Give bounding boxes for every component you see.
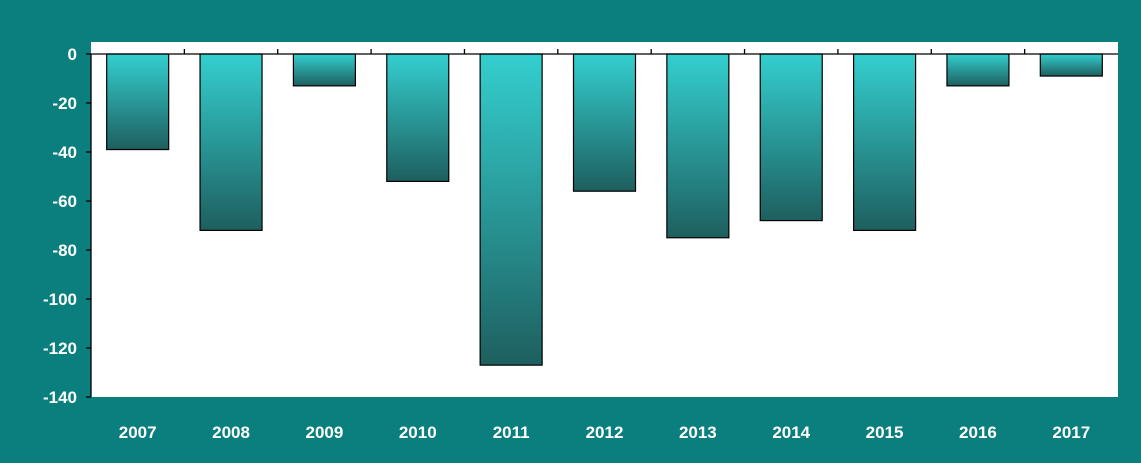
bar-2017 — [1039, 53, 1103, 77]
bar-2007 — [106, 53, 170, 151]
y-tick-label: 0 — [68, 45, 77, 64]
y-tick-label: -120 — [43, 339, 77, 358]
bar-2011 — [479, 53, 543, 366]
y-tick-label: -60 — [52, 192, 77, 211]
y-tick-label: -100 — [43, 290, 77, 309]
bar-2013 — [666, 53, 730, 239]
x-tick-label: 2013 — [679, 423, 717, 442]
x-tick-label: 2007 — [119, 423, 157, 442]
x-tick-label: 2012 — [586, 423, 624, 442]
bar-2015 — [852, 53, 917, 231]
bar-2014 — [759, 53, 823, 222]
bar-2008 — [199, 53, 263, 231]
y-tick-labels: 0 -20 -40 -60 -80 -100 -120 -140 — [43, 45, 77, 407]
bar-2016 — [946, 53, 1010, 87]
y-tick-label: -80 — [52, 241, 77, 260]
axes — [86, 49, 1118, 398]
x-tick-label: 2010 — [399, 423, 437, 442]
x-tick-label: 2014 — [772, 423, 810, 442]
y-tick-label: -140 — [43, 388, 77, 407]
x-tick-label: 2008 — [212, 423, 250, 442]
bars — [106, 53, 1103, 366]
bar-2009 — [292, 53, 357, 87]
x-tick-label: 2009 — [305, 423, 343, 442]
x-tick-label: 2016 — [959, 423, 997, 442]
x-tick-labels: 2007 2008 2009 2010 2011 2012 2013 2014 2015 2016… — [119, 423, 1090, 442]
x-tick-label: 2011 — [493, 423, 530, 442]
x-tick-label: 2017 — [1052, 423, 1090, 442]
y-tick-label: -20 — [52, 94, 77, 113]
bar-2012 — [572, 53, 637, 192]
bar-2010 — [386, 53, 450, 183]
y-tick-label: -40 — [52, 143, 77, 162]
x-tick-label: 2015 — [866, 423, 904, 442]
